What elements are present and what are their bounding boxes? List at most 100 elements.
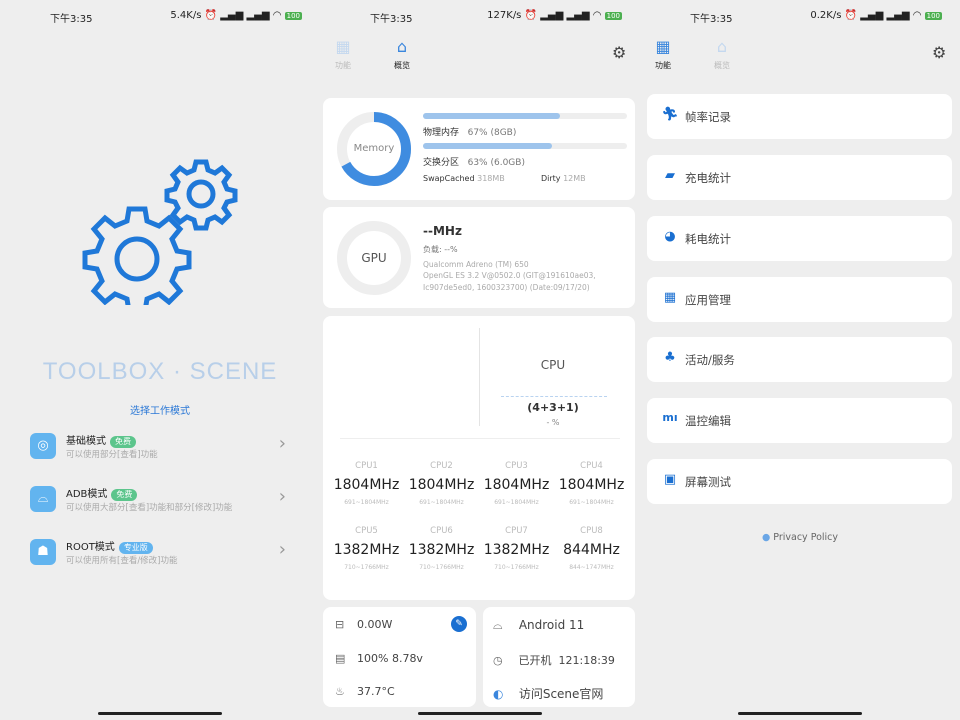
memory-card[interactable]: Memory 物理内存 67% (8GB) 交换分区 63% (6.0GB) S… [323,98,635,200]
status-indicators: 127K/s ⏰ ▂▄▆ ▂▄▆ ◠ 100 [487,10,622,21]
menu-power-stats[interactable]: ◕ 耗电统计 [647,216,952,261]
cpu-core: CPU7 1382MHz 710~1766MHz [479,526,554,571]
cpu-label: CPU [540,358,566,372]
gpu-version: OpenGL ES 3.2 V@0502.0 (GIT@191610ae03, … [423,271,596,292]
core-range: 691~1804MHz [419,499,464,506]
status-time: 下午3:35 [690,14,733,25]
battery-level: 100% 8.78v [357,652,423,665]
tab-functions[interactable]: ▦ 功能 [651,37,675,71]
core-freq: 1382MHz [483,542,550,558]
swap-value: 63% (6.0GB) [467,158,525,168]
net-speed: 127K/s [487,10,522,21]
memory-label: Memory [353,143,395,154]
tab-label: 概览 [394,61,410,70]
privacy-label: Privacy Policy [773,532,839,543]
cpu-core: CPU3 1804MHz 691~1804MHz [479,461,554,506]
menu-thermal-editor[interactable]: mı 温控编辑 [647,398,952,443]
core-freq: 1382MHz [333,542,400,558]
app-title: TOOLBOX · SCENE [42,358,278,385]
cluster-icon: ♣ [664,350,676,365]
mode-adb[interactable]: ⌓ ADB模式 免费 可以使用大部分[查看]功能和部分[修改]功能 › [30,484,290,520]
status-time: 下午3:35 [370,14,413,25]
tab-label: 概览 [714,61,730,70]
uptime-value: 121:18:39 [558,654,615,667]
status-indicators: 0.2K/s ⏰ ▂▄▆ ▂▄▆ ◠ 100 [810,10,942,21]
dirty-label: Dirty [541,174,561,183]
basic-mode-icon: ◎ [30,433,56,459]
core-range: 844~1747MHz [569,564,614,571]
home-indicator[interactable] [98,712,222,715]
core-name: CPU2 [430,461,453,471]
core-name: CPU5 [355,526,378,536]
android-icon: ⌓ [30,486,56,512]
battery-charge-icon: ⊟ [335,618,345,631]
cpu-core: CPU8 844MHz 844~1747MHz [554,526,629,571]
menu-screen-test[interactable]: ▣ 屏幕测试 [647,459,952,504]
edit-pencil-icon[interactable]: ✎ [451,616,467,632]
clock-icon: ◷ [493,654,503,667]
cpu-cluster: (4+3+1) [527,401,579,414]
cpu-load-graph [501,396,607,397]
battery-icon: ▤ [335,652,346,665]
mode-name: 基础模式 [66,436,106,447]
menu-label: 应用管理 [685,293,731,307]
tab-overview[interactable]: ⌂ 概览 [710,37,734,71]
privacy-policy-link[interactable]: ● Privacy Policy [640,532,960,543]
free-badge: 免费 [111,489,138,501]
tab-label: 功能 [335,61,351,70]
grid-icon: ▦ [663,290,677,305]
running-icon: 🏃︎ [661,107,679,122]
mode-root[interactable]: ☗ ROOT模式 专业版 可以使用所有[查看/修改]功能 › [30,537,290,573]
home-indicator[interactable] [738,712,862,715]
ram-bar-fill [423,113,560,119]
cpu-core: CPU4 1804MHz 691~1804MHz [554,461,629,506]
tab-overview[interactable]: ⌂ 概览 [390,37,414,71]
menu-label: 活动/服务 [685,353,735,367]
gpu-load: 负载: --% [423,245,458,254]
menu-fps-record[interactable]: 🏃︎ 帧率记录 [647,94,952,139]
pro-badge: 专业版 [118,542,153,554]
swap-bar-fill [423,143,552,149]
menu-app-manager[interactable]: ▦ 应用管理 [647,277,952,322]
tab-functions[interactable]: ▦ 功能 [331,37,355,71]
core-freq: 1804MHz [408,477,475,493]
divider [479,328,480,426]
memory-donut [337,112,411,186]
power-card[interactable]: ⊟ 0.00W ✎ ▤ 100% 8.78v ♨ 37.7°C [323,607,476,707]
menu-activities-services[interactable]: ♣ 活动/服务 [647,337,952,382]
core-freq: 1804MHz [483,477,550,493]
system-card[interactable]: ⌓ Android 11 ◷ 已开机 121:18:39 ◐ 访问Scene官网 [483,607,635,707]
ram-value: 67% (8GB) [467,128,517,138]
net-speed: 0.2K/s [810,10,842,21]
cpu-core: CPU2 1804MHz 691~1804MHz [404,461,479,506]
chevron-right-icon: › [278,486,286,507]
core-name: CPU8 [580,526,603,536]
core-name: CPU1 [355,461,378,471]
home-indicator[interactable] [418,712,542,715]
memory-usage-arc [337,112,411,186]
cpu-card[interactable]: CPU (4+3+1) - % CPU1 1804MHz 691~1804MHz CP… [323,316,635,600]
settings-gear-icon[interactable]: ⚙ [932,43,947,62]
gpu-donut [337,221,411,295]
core-name: CPU4 [580,461,603,471]
menu-label: 耗电统计 [685,232,731,246]
battery-icon: 100 [924,12,942,20]
menu-label: 充电统计 [685,171,731,185]
mode-basic[interactable]: ◎ 基础模式 免费 可以使用部分[查看]功能 › [30,431,290,467]
menu-charge-stats[interactable]: ▰ 充电统计 [647,155,952,200]
status-time: 下午3:35 [50,14,93,25]
mode-desc: 可以使用所有[查看/修改]功能 [66,556,178,566]
core-range: 691~1804MHz [344,499,389,506]
website-link[interactable]: ◐ 访问Scene官网 [493,685,603,702]
menu-label: 帧率记录 [685,110,731,124]
functions-icon: ▦ [655,37,671,56]
swap-bar [423,143,627,149]
net-speed: 5.4K/s [170,10,202,21]
settings-gear-icon[interactable]: ⚙ [612,43,627,62]
core-name: CPU6 [430,526,453,536]
planet-icon: ◐ [493,687,504,701]
screen-icon: ▣ [663,472,677,487]
gpu-card[interactable]: GPU --MHz 负载: --% Qualcomm Adreno (TM) 6… [323,207,635,308]
android-icon: ⌓ [493,618,503,632]
power-watts: 0.00W [357,618,393,631]
